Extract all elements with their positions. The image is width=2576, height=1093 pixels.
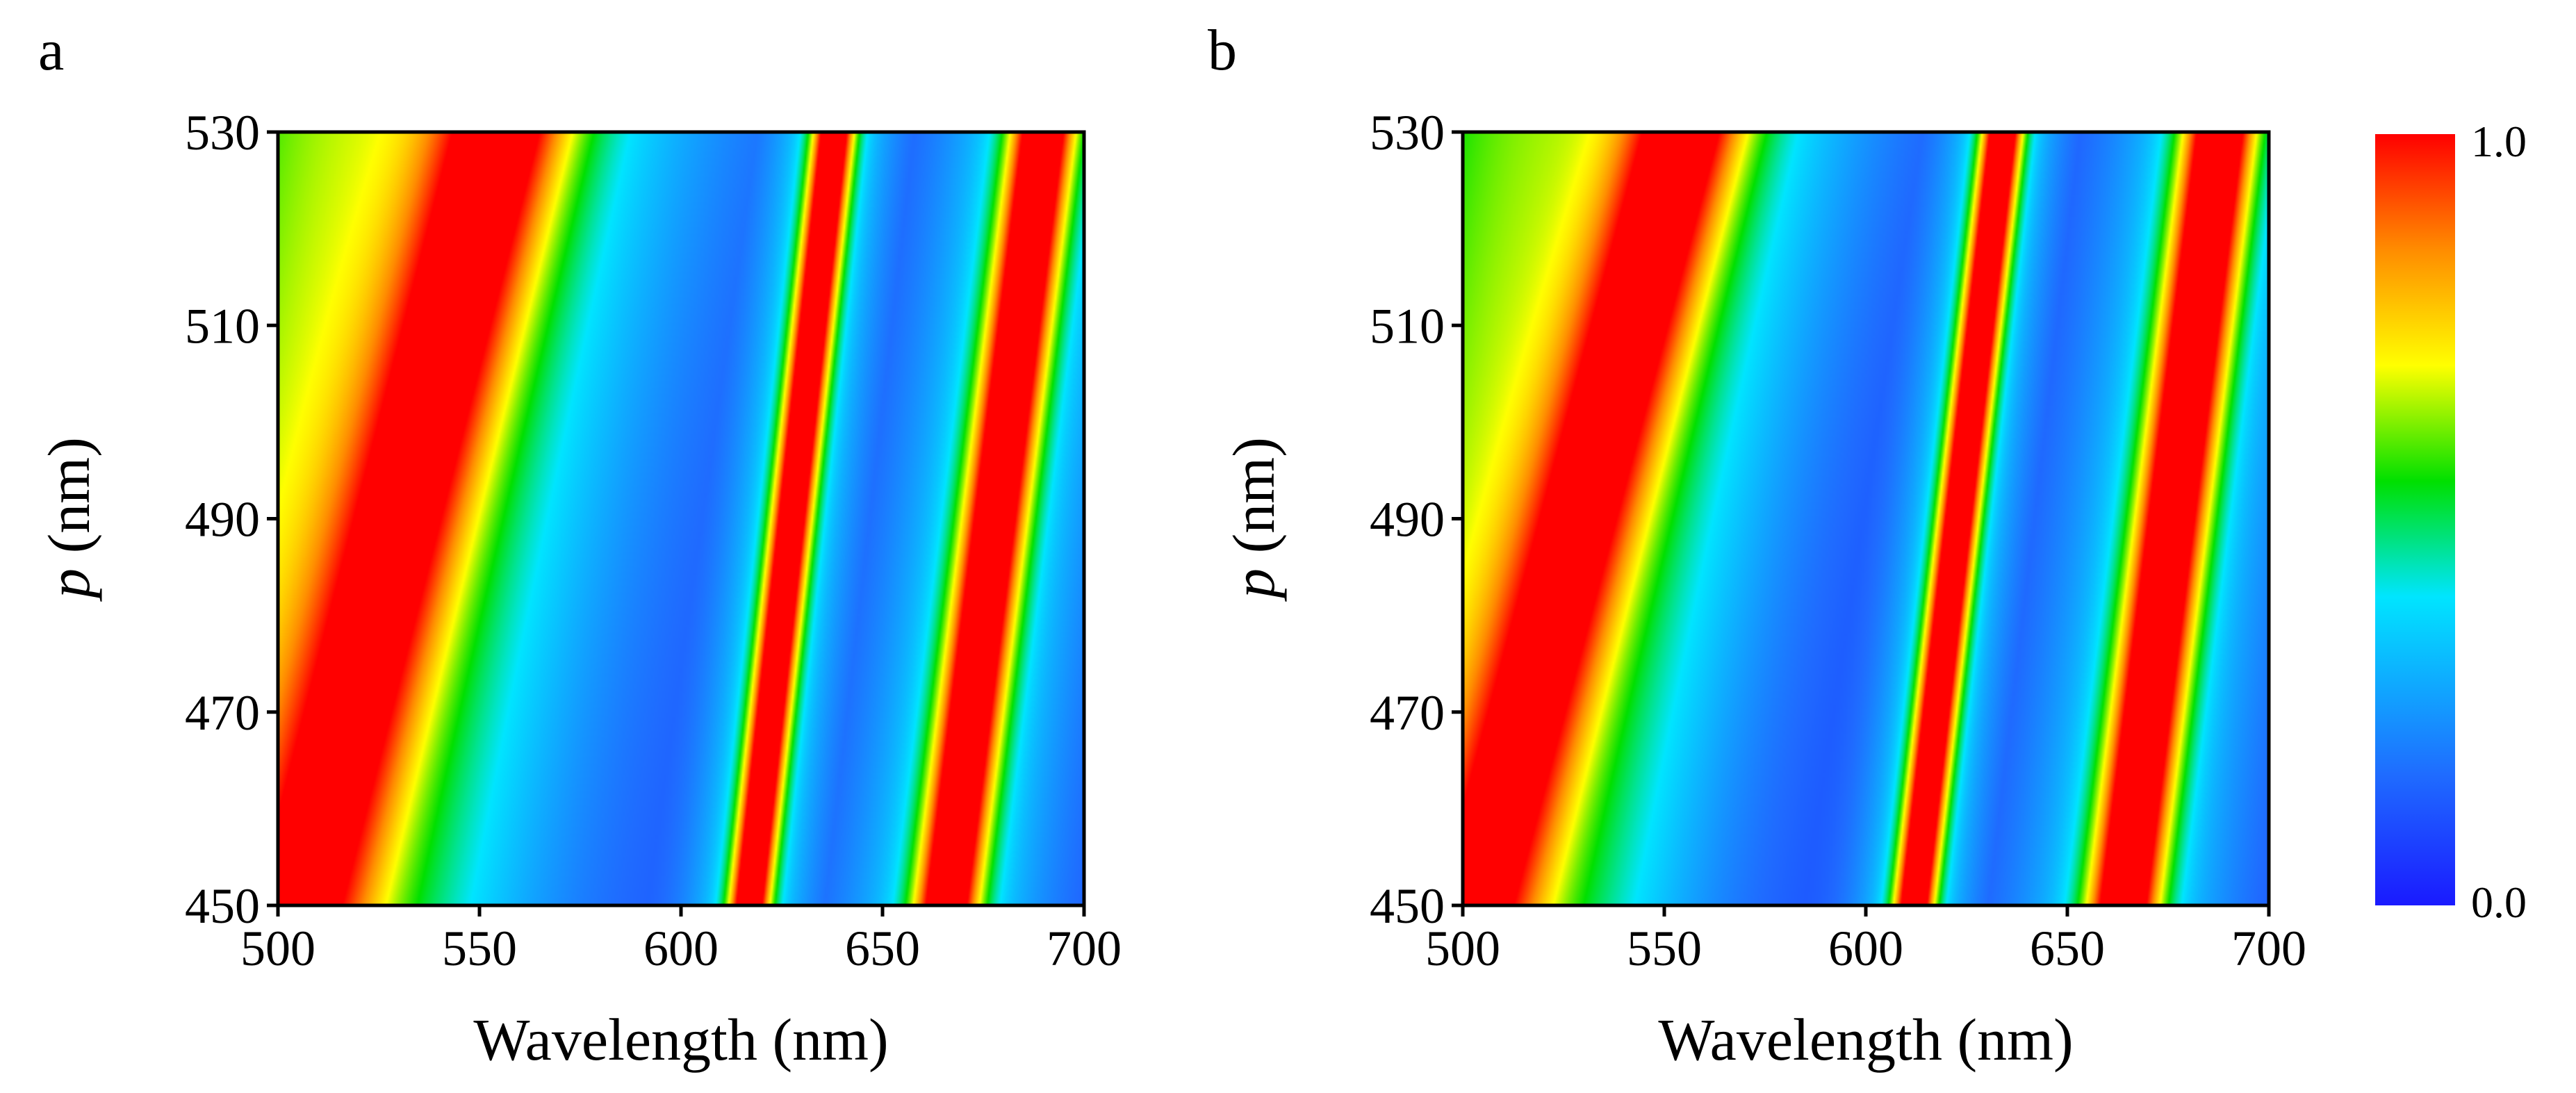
panel-a-label: a (38, 18, 64, 83)
colorbar: 1.0 0.0 (2375, 117, 2527, 927)
panel-b-x-tick-label: 600 (1828, 921, 1903, 976)
colorbar-gradient (2375, 134, 2455, 905)
panel-b-x-tick-label: 700 (2231, 921, 2306, 976)
panel-a-heatmap (278, 132, 1084, 905)
panel-a: a 500 550 600 650 700 450 470 490 510 530 Wavelen… (35, 18, 1122, 1073)
panel-b-label: b (1208, 18, 1237, 83)
panel-b-y-tick-label: 470 (1370, 685, 1445, 741)
panel-a-x-tick-label: 650 (845, 921, 920, 976)
panel-b-axes: 500 550 600 650 700 450 470 490 510 530 (1370, 105, 2306, 976)
panel-b-y-axis-label-unit: (nm) (1220, 437, 1287, 568)
panel-a-x-tick-label: 550 (442, 921, 517, 976)
panel-b-y-tick-label: 490 (1370, 492, 1445, 548)
panel-a-y-axis-label-symbol: p (35, 568, 102, 602)
panel-a-x-tick-label: 500 (240, 921, 315, 976)
panel-a-axes: 500 550 600 650 700 450 470 490 510 530 (185, 105, 1122, 976)
panel-b: b 500 550 600 650 700 450 470 490 510 530 Wavelen… (1208, 18, 2306, 1073)
panel-b-y-tick-label: 530 (1370, 105, 1445, 161)
panel-a-x-axis-label: Wavelength (nm) (473, 1006, 888, 1073)
panel-b-y-tick-label: 450 (1370, 878, 1445, 934)
panel-a-y-tick-label: 450 (185, 878, 260, 934)
panel-b-x-tick-label: 550 (1627, 921, 1702, 976)
panel-a-y-tick-label: 490 (185, 492, 260, 548)
panel-b-y-tick-label: 510 (1370, 298, 1445, 354)
colorbar-max-label: 1.0 (2471, 117, 2527, 166)
panel-b-x-tick-label: 650 (2030, 921, 2105, 976)
panel-b-x-tick-label: 500 (1425, 921, 1500, 976)
panel-a-x-tick-label: 700 (1047, 921, 1122, 976)
panel-a-y-axis-label: p (nm) (35, 437, 102, 602)
panel-b-y-axis-label-symbol: p (1220, 568, 1287, 602)
panel-a-y-axis-label-unit: (nm) (35, 437, 102, 568)
colorbar-min-label: 0.0 (2471, 878, 2527, 927)
panel-a-x-tick-label: 600 (643, 921, 719, 976)
panel-a-y-tick-label: 530 (185, 105, 260, 161)
panel-a-y-tick-label: 510 (185, 298, 260, 354)
panel-a-y-tick-label: 470 (185, 685, 260, 741)
panel-b-x-axis-label: Wavelength (nm) (1658, 1006, 2073, 1073)
panel-b-y-axis-label: p (nm) (1220, 437, 1287, 602)
panel-b-heatmap (1463, 132, 2269, 905)
